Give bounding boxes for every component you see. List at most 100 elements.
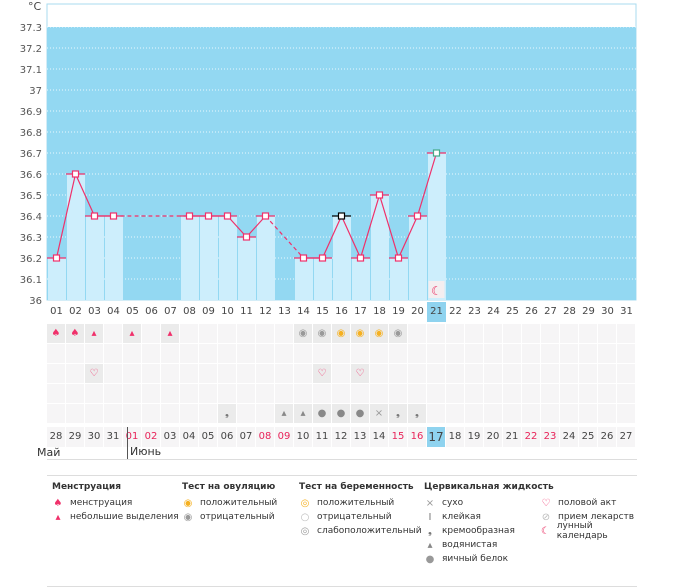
empty-cell <box>484 344 502 363</box>
temperature-line <box>416 152 438 217</box>
temperature-point <box>52 254 61 262</box>
legend-item-label: положительный <box>200 498 278 508</box>
ovulation-negative-icon: ◉ <box>298 328 308 339</box>
legend-group: Тест на беременность ◎ положительный ○ отриц… <box>299 476 422 538</box>
legend-item: ☾ лунный календарь <box>540 521 637 541</box>
month-label: Июнь <box>127 427 161 459</box>
temperature-bar <box>314 258 332 300</box>
cycle-day-label: 12 <box>259 306 272 317</box>
empty-cell <box>237 404 255 423</box>
empty-cell <box>294 344 312 363</box>
marker-cell: ◉ <box>294 324 312 343</box>
legend-item: ○ отрицательный <box>299 510 422 524</box>
moon-icon: ☾ <box>431 284 442 298</box>
date-label: 23 <box>541 427 559 447</box>
legend-item: ◎ слабоположительный <box>299 524 422 538</box>
cycle-day-label: 25 <box>506 306 519 317</box>
empty-cell <box>199 344 217 363</box>
legend-item-label: сухо <box>442 498 464 508</box>
empty-cell <box>541 344 559 363</box>
y-tick-label: 36.3 <box>20 233 42 244</box>
empty-cell <box>560 324 578 343</box>
ovulation-negative-icon: ◉ <box>317 328 327 339</box>
empty-cell <box>180 404 198 423</box>
cycle-day-label: 09 <box>202 306 215 317</box>
date-label: 07 <box>237 427 255 447</box>
empty-cell <box>142 344 160 363</box>
empty-cell <box>617 404 635 423</box>
empty-cell <box>579 384 597 403</box>
empty-cell <box>541 364 559 383</box>
watery-icon: ▴ <box>427 539 433 551</box>
empty-cell <box>465 404 483 423</box>
empty-cell <box>275 364 293 383</box>
empty-cell <box>351 344 369 363</box>
empty-cell <box>256 324 274 343</box>
empty-cell <box>313 344 331 363</box>
empty-cell <box>256 404 274 423</box>
date-label: 14 <box>370 427 388 447</box>
empty-cell <box>389 364 407 383</box>
ovulation-positive-icon: ◉ <box>183 497 193 509</box>
cycle-day-label: 16 <box>335 306 348 317</box>
date-label: 18 <box>446 427 464 447</box>
empty-cell <box>503 344 521 363</box>
empty-cell <box>123 384 141 403</box>
empty-cell <box>427 324 445 343</box>
marker-cell: ♡ <box>85 364 103 383</box>
empty-cell <box>351 384 369 403</box>
date-label: 20 <box>484 427 502 447</box>
cycle-day-label: 19 <box>392 306 405 317</box>
cycle-day-label: 23 <box>468 306 481 317</box>
legend-item: ◉ отрицательный <box>182 510 277 524</box>
empty-cell <box>484 324 502 343</box>
temperature-bar <box>86 216 104 300</box>
empty-cell <box>161 364 179 383</box>
legend-item-label: прием лекарств <box>558 512 635 522</box>
empty-cell <box>560 384 578 403</box>
empty-cell <box>370 364 388 383</box>
marker-cell: × <box>370 404 388 423</box>
temperature-point <box>432 149 441 157</box>
temperature-bar <box>67 174 85 300</box>
empty-cell <box>484 404 502 423</box>
empty-cell <box>47 384 65 403</box>
y-tick-label: 36.6 <box>20 170 42 181</box>
empty-cell <box>446 404 464 423</box>
date-label: 04 <box>180 427 198 447</box>
temperature-bar <box>409 216 427 300</box>
empty-cell <box>256 384 274 403</box>
empty-cell <box>332 344 350 363</box>
empty-cell <box>237 324 255 343</box>
empty-cell <box>598 384 616 403</box>
legend-group: Менструация ♠ менструация ▴ небольшие выделе… <box>52 476 179 524</box>
empty-cell <box>465 384 483 403</box>
empty-cell <box>579 404 597 423</box>
empty-cell <box>408 364 426 383</box>
date-label: 30 <box>85 427 103 447</box>
empty-cell <box>47 344 65 363</box>
cycle-day-label: 30 <box>601 306 614 317</box>
marker-cell: ▴ <box>85 324 103 343</box>
y-tick-label: 37.3 <box>20 23 42 34</box>
watery-icon: ▴ <box>300 408 306 419</box>
empty-cell <box>85 404 103 423</box>
empty-cell <box>446 324 464 343</box>
date-label: 22 <box>522 427 540 447</box>
date-label: 03 <box>161 427 179 447</box>
empty-cell <box>123 344 141 363</box>
empty-cell <box>408 324 426 343</box>
temperature-point <box>375 191 384 199</box>
marker-cell: ▴ <box>123 324 141 343</box>
y-tick-label: 36.5 <box>20 191 42 202</box>
egg-white-icon: ● <box>425 553 435 565</box>
temperature-bar <box>200 216 218 300</box>
moon-icon: ☾ <box>540 525 550 537</box>
marker-cell: ❟ <box>389 404 407 423</box>
empty-cell <box>275 344 293 363</box>
cycle-day-label: 02 <box>69 306 82 317</box>
empty-cell <box>237 344 255 363</box>
empty-cell <box>66 344 84 363</box>
temperature-point <box>318 254 327 262</box>
empty-cell <box>465 364 483 383</box>
